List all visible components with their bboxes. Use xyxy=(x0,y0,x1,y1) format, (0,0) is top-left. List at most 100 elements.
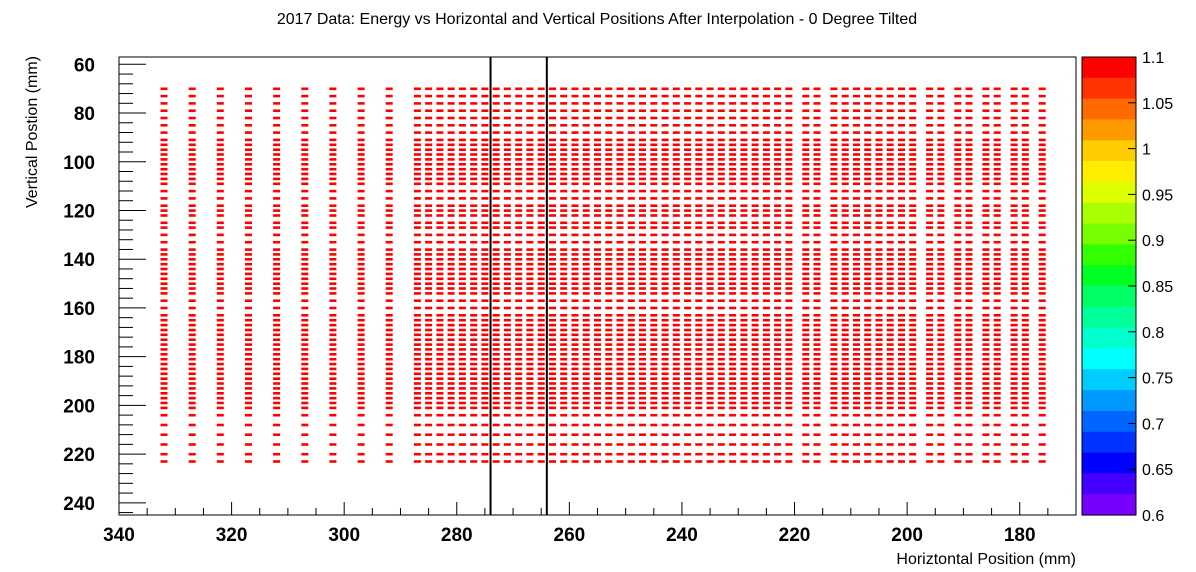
heatmap-cell xyxy=(245,452,252,456)
heatmap-cell xyxy=(301,226,309,229)
heatmap-cell xyxy=(537,197,545,200)
heatmap-cell xyxy=(160,153,168,156)
heatmap-cell xyxy=(875,328,883,332)
heatmap-cell xyxy=(1038,353,1046,356)
heatmap-cell xyxy=(216,282,224,285)
heatmap-cell xyxy=(717,209,725,212)
heatmap-cell xyxy=(774,353,782,356)
heatmap-cell xyxy=(954,277,962,281)
heatmap-cell xyxy=(965,253,973,256)
heatmap-cell xyxy=(436,372,444,376)
heatmap-cell xyxy=(188,392,196,395)
heatmap-cell xyxy=(329,382,337,385)
heatmap-cell xyxy=(515,189,523,193)
heatmap-cell xyxy=(740,177,748,181)
heatmap-cell xyxy=(436,413,444,417)
heatmap-cell xyxy=(774,443,782,446)
heatmap-cell xyxy=(492,343,500,346)
heatmap-cell xyxy=(982,287,990,290)
heatmap-cell xyxy=(582,267,590,271)
heatmap-cell xyxy=(301,158,309,161)
heatmap-cell xyxy=(526,167,534,171)
heatmap-cell xyxy=(188,433,196,436)
heatmap-cell xyxy=(594,306,601,310)
heatmap-cell xyxy=(357,292,365,295)
heatmap-cell xyxy=(965,357,973,361)
heatmap-cell xyxy=(571,318,579,322)
heatmap-cell xyxy=(605,357,613,361)
heatmap-cell xyxy=(503,452,511,456)
heatmap-cell xyxy=(751,214,759,217)
heatmap-cell xyxy=(571,240,579,244)
heatmap-cell xyxy=(1010,163,1018,166)
heatmap-cell xyxy=(982,226,990,229)
heatmap-cell xyxy=(909,423,917,427)
heatmap-cell xyxy=(413,138,421,142)
heatmap-cell xyxy=(549,433,556,436)
heatmap-cell xyxy=(470,372,478,376)
heatmap-cell xyxy=(582,158,590,161)
heatmap-cell xyxy=(717,387,725,390)
heatmap-cell xyxy=(582,333,590,337)
heatmap-cell xyxy=(216,392,224,395)
heatmap-cell xyxy=(886,262,894,266)
heatmap-cell xyxy=(909,282,917,285)
heatmap-cell xyxy=(1038,287,1046,290)
heatmap-cell xyxy=(571,158,579,161)
heatmap-cell xyxy=(672,253,680,256)
heatmap-cell xyxy=(639,396,646,400)
y-tick-label: 220 xyxy=(63,445,95,466)
heatmap-cell xyxy=(813,272,821,276)
heatmap-cell xyxy=(993,314,1001,317)
heatmap-cell xyxy=(706,189,714,193)
heatmap-cell xyxy=(458,167,466,171)
heatmap-cell xyxy=(909,172,917,176)
heatmap-cell xyxy=(385,240,393,244)
heatmap-cell xyxy=(273,163,281,166)
heatmap-cell xyxy=(774,204,782,207)
heatmap-cell xyxy=(481,306,489,310)
heatmap-cell xyxy=(898,233,905,237)
heatmap-cell xyxy=(245,116,252,120)
heatmap-cell xyxy=(357,314,365,317)
heatmap-cell xyxy=(560,143,568,147)
heatmap-cell xyxy=(458,367,466,371)
heatmap-cell xyxy=(582,189,590,193)
heatmap-cell xyxy=(909,392,917,395)
heatmap-cell xyxy=(627,282,635,285)
heatmap-cell xyxy=(639,182,646,186)
heatmap-cell xyxy=(216,153,224,156)
heatmap-cell xyxy=(245,413,252,417)
heatmap-cell xyxy=(537,148,545,151)
heatmap-cell xyxy=(706,267,714,271)
heatmap-cell xyxy=(301,396,309,400)
heatmap-cell xyxy=(841,248,849,251)
heatmap-cell xyxy=(1021,124,1029,127)
heatmap-cell xyxy=(993,221,1001,225)
heatmap-cell xyxy=(616,367,624,371)
heatmap-cell xyxy=(717,240,725,244)
heatmap-cell xyxy=(492,221,500,225)
heatmap-cell xyxy=(864,396,872,400)
heatmap-cell xyxy=(774,182,782,186)
heatmap-cell xyxy=(470,367,478,371)
heatmap-cell xyxy=(301,177,309,181)
heatmap-cell xyxy=(740,413,748,417)
heatmap-cell xyxy=(751,338,759,341)
heatmap-cell xyxy=(273,392,281,395)
heatmap-cell xyxy=(841,226,849,229)
heatmap-cell xyxy=(436,287,444,290)
heatmap-cell xyxy=(560,362,568,366)
heatmap-cell xyxy=(188,167,196,171)
heatmap-cell xyxy=(802,423,810,427)
heatmap-cell xyxy=(965,167,973,171)
heatmap-cell xyxy=(774,253,782,256)
colorbar-label: 0.8 xyxy=(1142,325,1164,342)
heatmap-cell xyxy=(802,124,810,127)
heatmap-cell xyxy=(802,277,810,281)
heatmap-cell xyxy=(413,204,421,207)
heatmap-cell xyxy=(1038,182,1046,186)
heatmap-cell xyxy=(661,240,669,244)
heatmap-cell xyxy=(813,387,821,390)
